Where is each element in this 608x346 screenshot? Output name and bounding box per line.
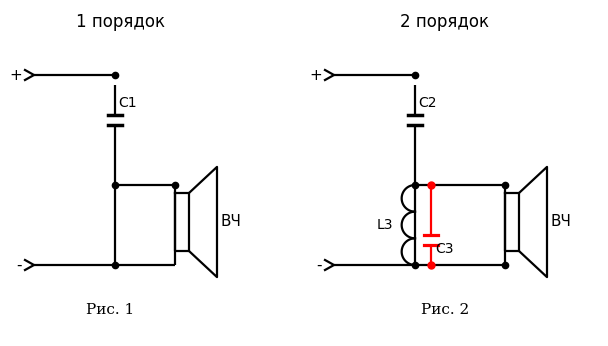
Text: С2: С2 bbox=[418, 96, 437, 110]
Text: С1: С1 bbox=[118, 96, 137, 110]
Text: L3: L3 bbox=[376, 218, 393, 232]
Text: +: + bbox=[309, 67, 322, 82]
Text: Рис. 2: Рис. 2 bbox=[421, 303, 469, 317]
Text: 1 порядок: 1 порядок bbox=[75, 13, 165, 31]
Text: +: + bbox=[9, 67, 22, 82]
Text: С3: С3 bbox=[435, 242, 454, 256]
Text: ВЧ: ВЧ bbox=[221, 215, 242, 229]
Text: 2 порядок: 2 порядок bbox=[401, 13, 489, 31]
Text: -: - bbox=[16, 257, 22, 273]
Text: Рис. 1: Рис. 1 bbox=[86, 303, 134, 317]
Text: ВЧ: ВЧ bbox=[551, 215, 572, 229]
Text: -: - bbox=[317, 257, 322, 273]
